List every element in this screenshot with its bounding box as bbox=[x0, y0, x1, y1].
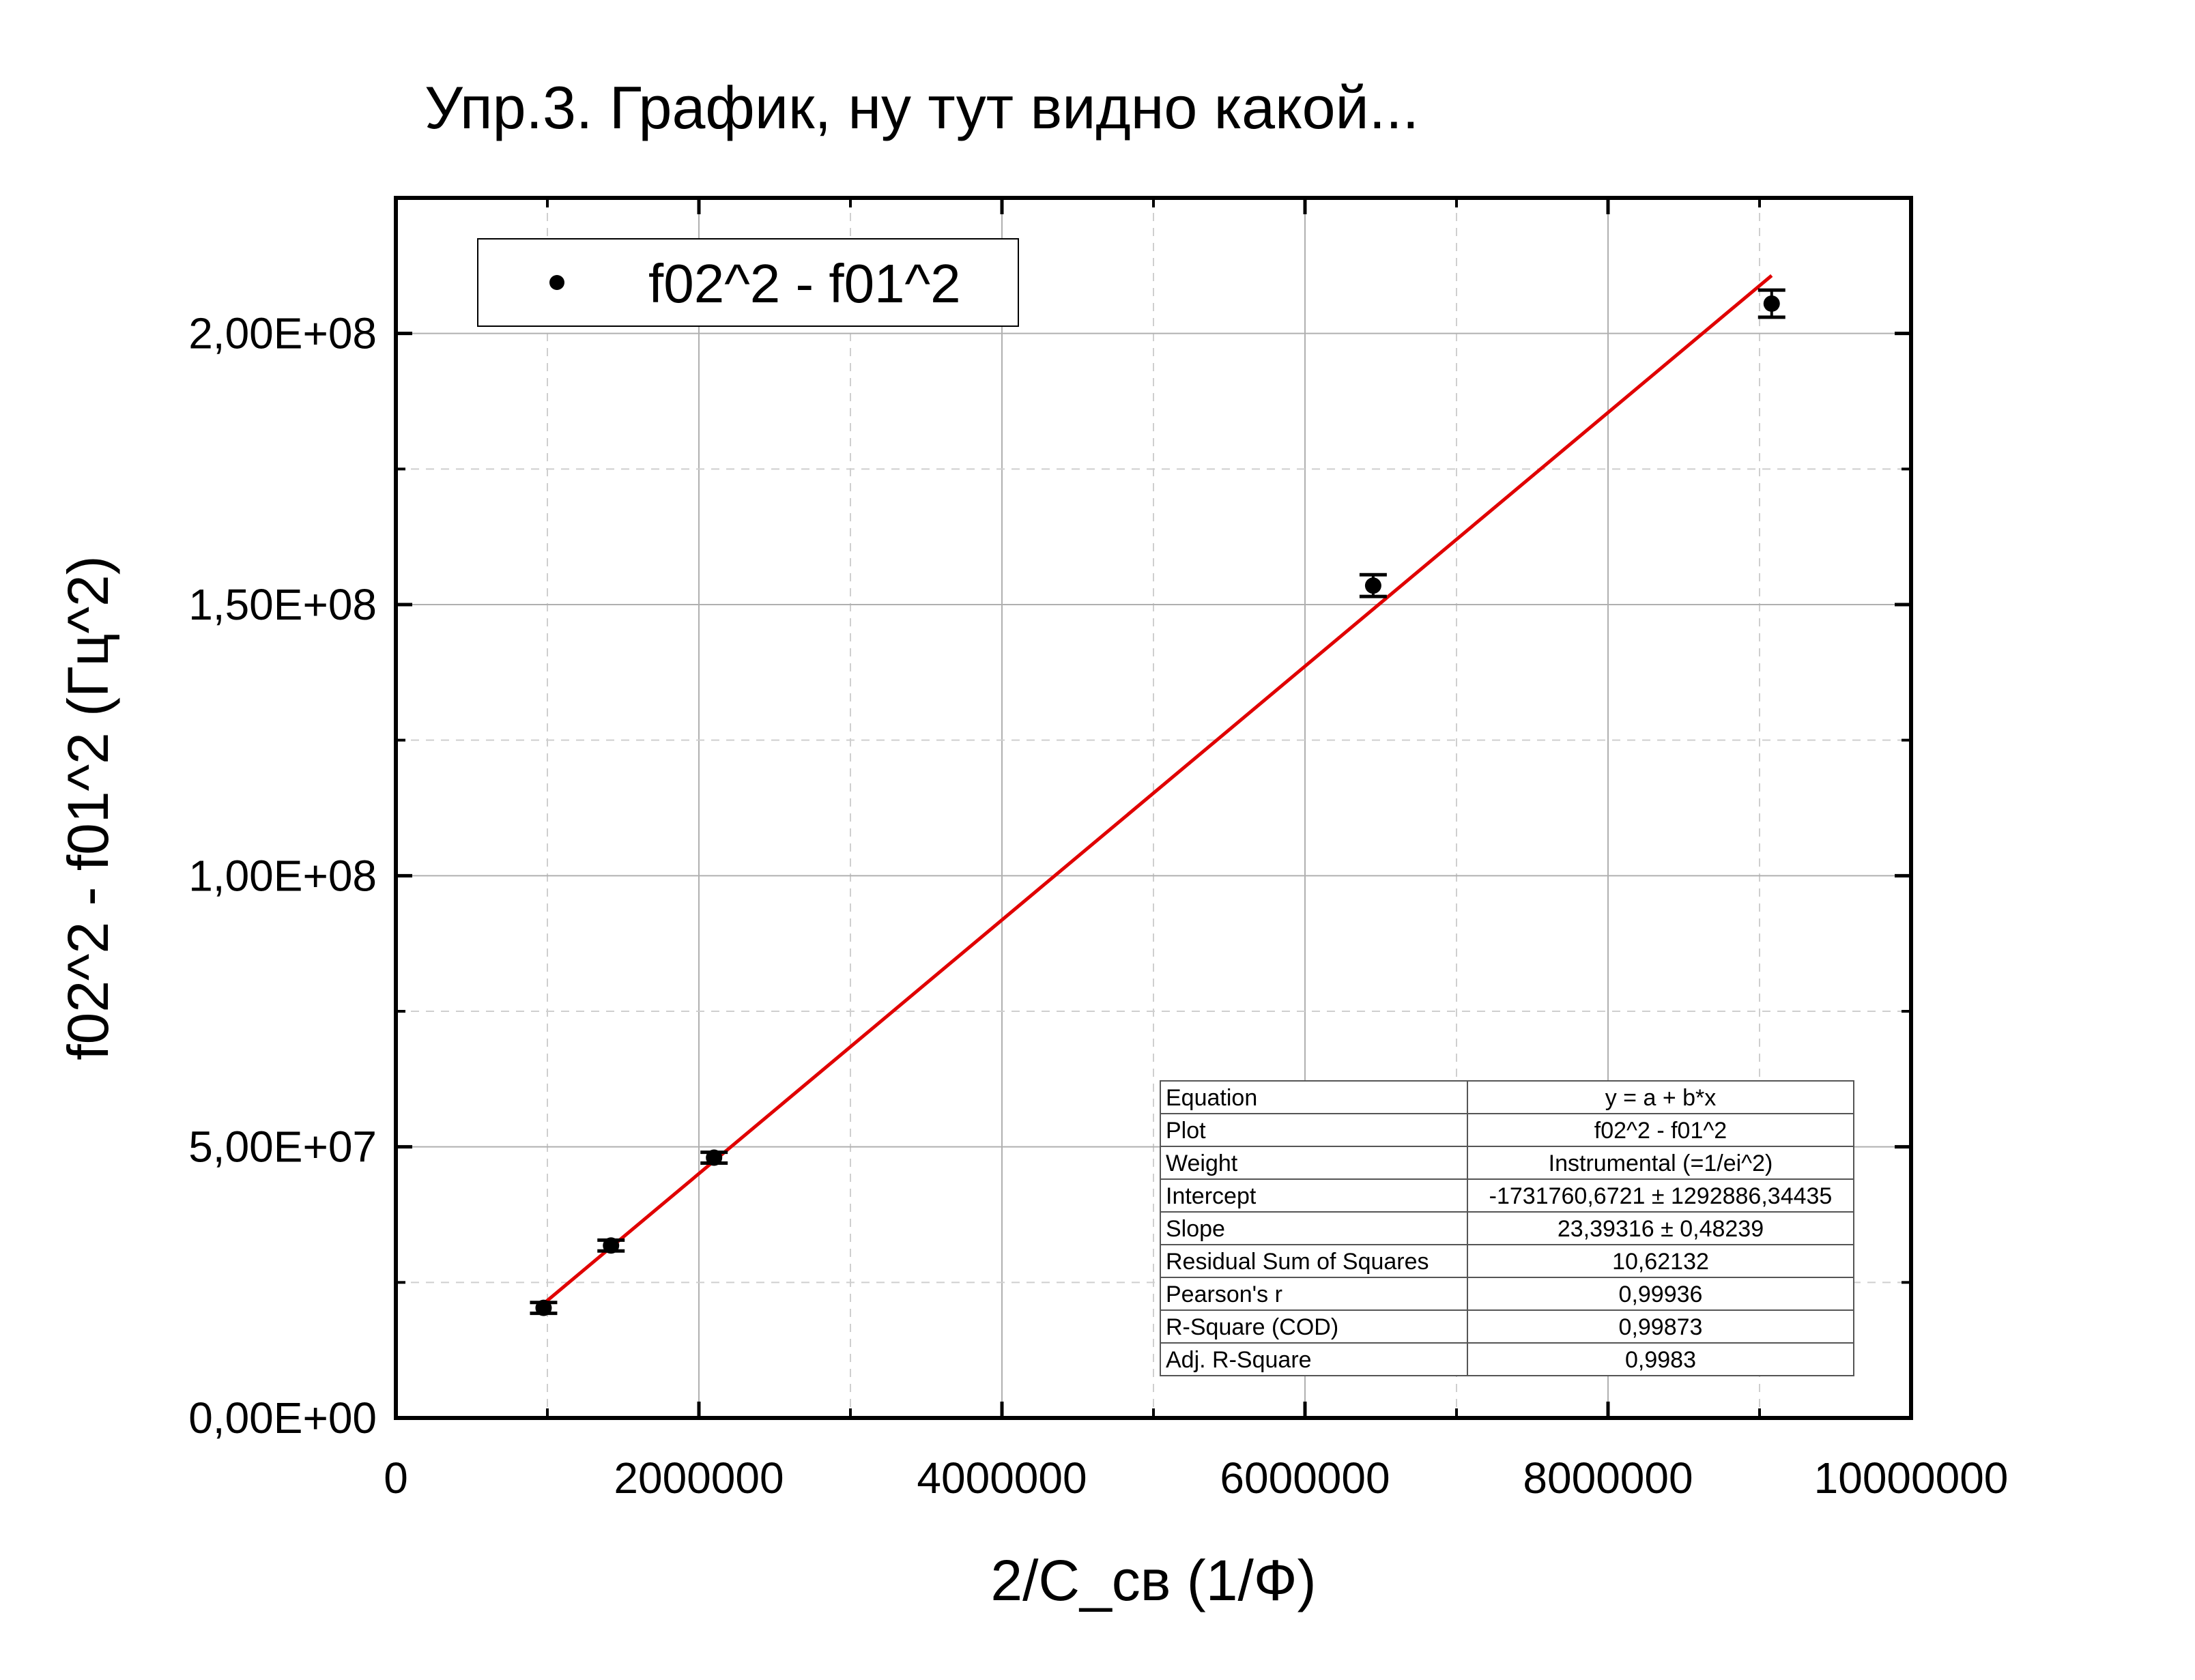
fit-table-label: Equation bbox=[1166, 1085, 1257, 1111]
fit-table-label: R-Square (COD) bbox=[1166, 1314, 1338, 1340]
data-point bbox=[1763, 295, 1780, 312]
y-axis-label: f02^2 - f01^2 (Гц^2) bbox=[56, 555, 120, 1060]
legend-marker bbox=[549, 275, 564, 290]
fit-table-label: Plot bbox=[1166, 1118, 1206, 1144]
x-tick-label: 8000000 bbox=[1523, 1453, 1693, 1503]
fit-table-label: Adj. R-Square bbox=[1166, 1347, 1312, 1373]
data-point bbox=[603, 1237, 620, 1254]
legend-label: f02^2 - f01^2 bbox=[648, 253, 961, 314]
legend: f02^2 - f01^2 bbox=[477, 238, 1019, 327]
fit-table-value: 10,62132 bbox=[1612, 1249, 1709, 1275]
fit-table-label: Residual Sum of Squares bbox=[1166, 1249, 1429, 1275]
fit-table-box bbox=[1160, 1080, 1854, 1376]
fit-table-value: Instrumental (=1/ei^2) bbox=[1549, 1150, 1773, 1176]
fit-table-value: -1731760,6721 ± 1292886,34435 bbox=[1489, 1183, 1833, 1209]
fit-table-value: 23,39316 ± 0,48239 bbox=[1558, 1216, 1764, 1242]
data-point bbox=[1364, 577, 1381, 594]
y-tick-label: 5,00E+07 bbox=[188, 1123, 377, 1172]
y-tick-label: 1,50E+08 bbox=[188, 580, 377, 629]
fit-line bbox=[542, 274, 1773, 1305]
fit-table-value: 0,9983 bbox=[1625, 1347, 1696, 1373]
fit-table-value: 0,99936 bbox=[1619, 1281, 1703, 1307]
fit-table-label: Pearson's r bbox=[1166, 1281, 1282, 1307]
data-point bbox=[706, 1149, 723, 1166]
x-axis-label: 2/C_св (1/Ф) bbox=[990, 1548, 1316, 1612]
chart-title: Упр.3. График, ну тут видно какой... bbox=[425, 74, 1419, 141]
fit-table-label: Intercept bbox=[1166, 1183, 1257, 1209]
y-tick-label: 2,00E+08 bbox=[188, 309, 377, 358]
fit-table-label: Weight bbox=[1166, 1150, 1238, 1176]
fit-table-value: y = a + b*x bbox=[1605, 1085, 1717, 1111]
legend-box bbox=[477, 238, 1019, 327]
points-layer bbox=[530, 288, 1785, 1316]
fit-table-value: 0,99873 bbox=[1619, 1314, 1703, 1340]
y-tick-label: 0,00E+00 bbox=[188, 1393, 377, 1443]
fit-layer bbox=[542, 274, 1773, 1305]
y-tick-label: 1,00E+08 bbox=[188, 851, 377, 900]
fit-table-label: Slope bbox=[1166, 1216, 1225, 1242]
fit-table-value: f02^2 - f01^2 bbox=[1594, 1118, 1727, 1144]
x-tick-label: 6000000 bbox=[1220, 1453, 1390, 1503]
fit-table: Equation y = a + b*x Plot f02^2 - f01^2 Weig… bbox=[1160, 1080, 1854, 1376]
data-point bbox=[535, 1299, 552, 1316]
x-tick-label: 0 bbox=[384, 1453, 408, 1503]
ticks: 0 2000000 4000000 6000000 8000000 10000000 0,0… bbox=[188, 198, 2008, 1503]
x-tick-label: 4000000 bbox=[917, 1453, 1087, 1503]
x-tick-label: 10000000 bbox=[1814, 1453, 2009, 1503]
x-tick-label: 2000000 bbox=[614, 1453, 784, 1503]
